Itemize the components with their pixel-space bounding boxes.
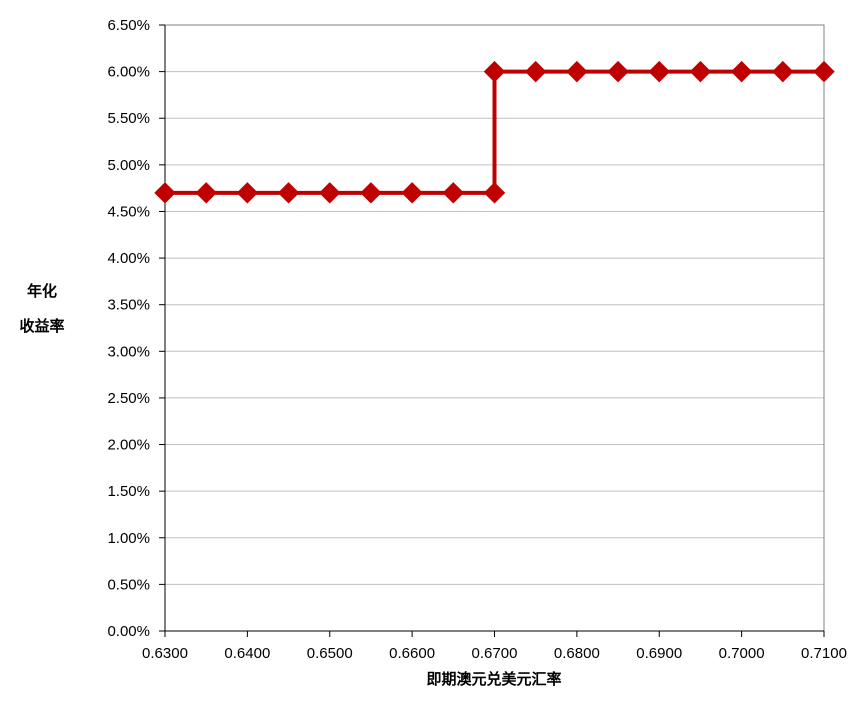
- data-point-marker: [360, 182, 382, 204]
- y-tick-label: 5.00%: [107, 157, 150, 174]
- x-tick-label: 0.6700: [472, 645, 518, 662]
- data-point-marker: [236, 182, 259, 204]
- x-tick-label: 0.6600: [389, 645, 435, 662]
- y-axis-title-line1: 年化: [27, 282, 57, 300]
- y-tick-label: 0.50%: [107, 576, 150, 593]
- data-point-marker: [277, 182, 300, 204]
- y-axis-ticks: 0.00% 0.50% 1.00% 1.50% 2.00% 2.50% 3.00% 3.50%…: [107, 17, 824, 640]
- y-tick-label: 2.50%: [107, 390, 150, 407]
- x-axis-title: 即期澳元兑美元汇率: [426, 670, 561, 688]
- data-point-marker: [401, 182, 423, 204]
- data-point-marker: [648, 60, 670, 83]
- y-tick-label: 4.00%: [107, 250, 150, 267]
- data-point-marker: [772, 60, 794, 83]
- data-point-marker: [689, 60, 712, 83]
- y-tick-label: 0.00%: [107, 623, 150, 640]
- y-tick-label: 6.50%: [107, 17, 150, 34]
- x-tick-label: 0.6900: [636, 645, 682, 662]
- data-point-marker: [607, 60, 629, 83]
- x-tick-label: 0.7000: [719, 645, 765, 662]
- data-point-marker: [730, 60, 753, 83]
- series-line: [165, 69, 824, 195]
- data-point-marker: [566, 60, 588, 83]
- x-tick-label: 0.6300: [142, 645, 188, 662]
- x-tick-label: 0.6800: [554, 645, 600, 662]
- gridlines: [165, 71, 824, 585]
- y-tick-label: 3.50%: [107, 297, 150, 314]
- data-point-marker: [319, 182, 341, 204]
- x-tick-label: 0.6500: [307, 645, 353, 662]
- data-point-marker: [483, 60, 506, 83]
- x-axis-ticks: 0.6300 0.6400 0.6500 0.6600 0.6700 0.6800 0.69…: [142, 631, 847, 662]
- y-tick-label: 5.50%: [107, 110, 150, 127]
- data-point-marker: [195, 182, 217, 204]
- data-point-marker: [524, 60, 547, 83]
- y-tick-label: 3.00%: [107, 343, 150, 360]
- y-tick-label: 2.00%: [107, 437, 150, 454]
- series-layer: [154, 60, 835, 204]
- y-tick-label: 4.50%: [107, 203, 150, 220]
- data-point-marker: [483, 182, 506, 204]
- y-tick-label: 1.00%: [107, 530, 150, 547]
- x-tick-label: 0.6400: [224, 645, 270, 662]
- y-tick-label: 6.00%: [107, 64, 150, 81]
- data-point-marker: [442, 182, 465, 204]
- y-axis-title-line2: 收益率: [19, 317, 64, 335]
- data-point-marker: [813, 60, 835, 83]
- x-tick-label: 0.7100: [801, 645, 847, 662]
- data-point-marker: [154, 182, 176, 204]
- y-tick-label: 1.50%: [107, 483, 150, 500]
